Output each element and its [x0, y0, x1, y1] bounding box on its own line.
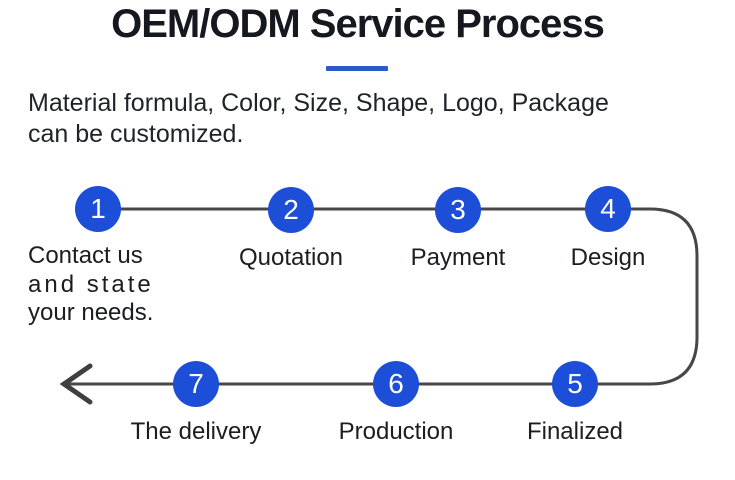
step-2-number: 2 [283, 194, 299, 225]
title-underline [326, 66, 388, 71]
subtitle-line-2: can be customized. [28, 120, 244, 148]
step-1-label-line-1: Contact us [28, 242, 143, 269]
step-1-label-line-3: your needs. [28, 299, 154, 326]
step-1-badge: 1 [75, 186, 121, 232]
step-6-badge: 6 [373, 361, 419, 407]
arrow-left-icon [59, 363, 93, 405]
step-2-badge: 2 [268, 187, 314, 233]
subtitle: Material formula, Color, Size, Shape, Lo… [28, 88, 718, 150]
subtitle-line-1: Material formula, Color, Size, Shape, Lo… [28, 89, 609, 117]
step-2-label: Quotation [238, 244, 344, 271]
step-5-label: Finalized [526, 418, 624, 445]
step-7-number: 7 [188, 368, 204, 399]
step-3-number: 3 [450, 194, 466, 225]
step-7-label: The delivery [130, 418, 262, 445]
step-1-number: 1 [90, 193, 106, 224]
step-1-label: Contact us and state your needs. [28, 242, 188, 328]
step-6-number: 6 [388, 368, 404, 399]
step-7-badge: 7 [173, 361, 219, 407]
step-4-badge: 4 [585, 186, 631, 232]
step-3-label: Payment [410, 244, 506, 271]
step-4-label: Design [570, 244, 646, 271]
step-5-badge: 5 [552, 361, 598, 407]
step-4-number: 4 [600, 193, 616, 224]
step-5-number: 5 [567, 368, 583, 399]
step-6-label: Production [338, 418, 454, 445]
step-1-label-line-2: and state [28, 270, 154, 298]
page-title: OEM/ODM Service Process [111, 2, 605, 46]
right-turn-connector-curve [575, 207, 699, 386]
step-3-badge: 3 [435, 187, 481, 233]
